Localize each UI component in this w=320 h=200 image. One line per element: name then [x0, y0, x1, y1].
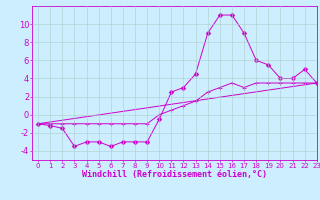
X-axis label: Windchill (Refroidissement éolien,°C): Windchill (Refroidissement éolien,°C)	[82, 170, 267, 179]
